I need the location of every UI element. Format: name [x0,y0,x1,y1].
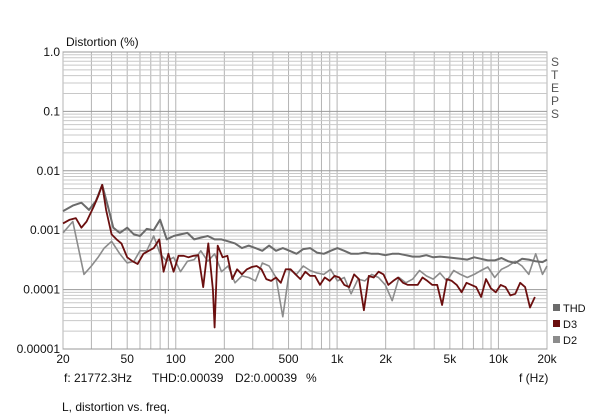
y-tick-label: 0.001 [30,223,60,237]
x-tick-label: 500 [279,352,299,366]
series-line-thd [62,183,548,264]
y-tick-label: 1.0 [43,45,60,59]
legend-swatch-d3 [553,320,560,327]
steps-letter-p: P [551,94,559,108]
legend-swatch-d2 [553,336,560,343]
chart-title: Distortion (%) [66,35,139,49]
series-layer [62,183,548,329]
legend-swatch-thd [553,304,560,311]
readout-unit: % [306,371,317,385]
x-tick-label: 1k [331,352,345,366]
series-line-d3 [62,183,536,329]
grid [62,51,548,350]
y-tick-label: 0.00001 [17,342,61,356]
legend-label-d2: D2 [563,335,577,347]
x-tick-labels: 20 50 100 200 500 1k 2k 5k 10k 20k [56,352,557,366]
x-tick-label: 2k [379,352,393,366]
steps-letter-t: T [551,68,559,82]
x-tick-label: 100 [166,352,186,366]
x-tick-label: 20 [56,352,70,366]
x-tick-label: 5k [444,352,458,366]
legend-label-d3: D3 [563,319,577,331]
footer-caption: L, distortion vs. freq. [62,400,170,414]
x-tick-label: 10k [489,352,509,366]
x-tick-label: 50 [121,352,135,366]
readout-thd: THD:0.00039 [152,371,224,385]
x-tick-label: 200 [214,352,234,366]
series-line-d2 [62,220,548,318]
y-tick-label: 0.01 [37,164,61,178]
legend: THD D3 D2 [553,303,586,347]
y-tick-labels: 1.0 0.1 0.01 0.001 0.0001 0.00001 [17,45,61,356]
y-tick-label: 0.1 [43,104,60,118]
legend-label-thd: THD [563,303,586,315]
steps-letter-s1: S [551,55,559,69]
readout-d2: D2:0.00039 [235,371,297,385]
steps-letter-s2: S [551,107,559,121]
steps-label: S T E P S [551,55,559,121]
y-tick-label: 0.0001 [23,283,60,297]
x-tick-label: 20k [537,352,557,366]
readout-frequency: f: 21772.3Hz [64,371,132,385]
cursor-readout: f: 21772.3Hz THD:0.00039 D2:0.00039 % [64,371,317,385]
plot-area [62,51,548,350]
steps-letter-e: E [551,81,559,95]
x-axis-label: f (Hz) [519,371,548,385]
